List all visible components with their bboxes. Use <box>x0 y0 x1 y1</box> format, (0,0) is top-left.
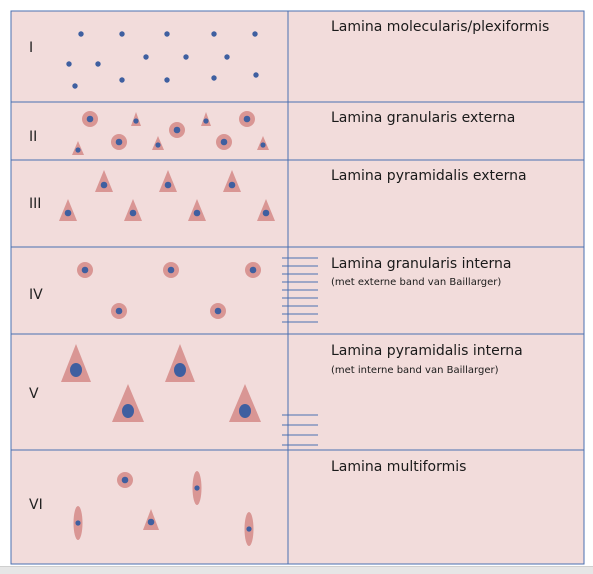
molecular-cell <box>183 54 189 60</box>
layer-1-cells <box>66 31 259 89</box>
layer-names: Lamina molecularis/plexiformis Lamina gr… <box>331 19 549 475</box>
granule-cell <box>82 111 98 127</box>
large-pyramidal-cell <box>112 384 144 422</box>
pyramidal-cell <box>188 199 206 221</box>
molecular-cell <box>211 31 217 37</box>
layer-6-numeral: VI <box>29 497 43 513</box>
granule-cell <box>239 111 255 127</box>
layer-4-note: (met externe band van Baillarger) <box>331 277 501 288</box>
molecular-cell <box>95 61 101 67</box>
internal-band-of-baillarger <box>282 414 318 446</box>
layer-dividers <box>11 101 584 451</box>
granule-cell <box>169 122 185 138</box>
molecular-cell <box>66 61 72 67</box>
granule-cell <box>216 134 232 150</box>
molecular-cell <box>253 72 259 78</box>
layer-4-numeral: IV <box>29 287 43 303</box>
granule-cell <box>163 262 179 278</box>
layer-1-numeral: I <box>29 40 33 56</box>
fusiform-cell <box>73 506 83 540</box>
external-band-of-baillarger <box>282 257 318 323</box>
pyramidal-cell <box>143 509 159 530</box>
layer-numerals: I II III IV V VI <box>29 40 43 513</box>
pyramidal-cell <box>124 199 142 221</box>
diagram-background <box>10 10 585 565</box>
layer-6-name: Lamina multiformis <box>331 459 466 475</box>
molecular-cell <box>119 31 125 37</box>
layer-5-cells <box>61 344 261 422</box>
layer-5-note: (met interne band van Baillarger) <box>331 365 499 376</box>
layer-3-cells <box>59 170 275 221</box>
granule-cell <box>117 472 133 488</box>
layer-3-numeral: III <box>29 196 41 212</box>
pyramidal-cell <box>257 136 269 150</box>
layer-4-name: Lamina granularis interna <box>331 256 511 272</box>
layer-1-name: Lamina molecularis/plexiformis <box>331 19 549 35</box>
granule-cell <box>111 303 127 319</box>
molecular-cell <box>164 77 170 83</box>
pyramidal-cell <box>131 112 141 126</box>
layer-5-name: Lamina pyramidalis interna <box>331 343 523 359</box>
pyramidal-cell <box>59 199 77 221</box>
pyramidal-cell <box>95 170 113 192</box>
granule-cell <box>245 262 261 278</box>
pyramidal-cell <box>152 136 164 150</box>
molecular-cell <box>164 31 170 37</box>
bottom-scroll-strip <box>0 566 593 574</box>
layer-3-name: Lamina pyramidalis externa <box>331 168 527 184</box>
pyramidal-cell <box>223 170 241 192</box>
molecular-cell <box>143 54 149 60</box>
pyramidal-cell <box>201 112 211 126</box>
granule-cell <box>111 134 127 150</box>
pyramidal-cell <box>159 170 177 192</box>
layer-2-cells <box>72 111 269 155</box>
pyramidal-cell <box>257 199 275 221</box>
molecular-cell <box>78 31 84 37</box>
fusiform-cell <box>192 471 202 505</box>
pyramidal-cell <box>72 141 84 155</box>
granule-cell <box>210 303 226 319</box>
molecular-cell <box>119 77 125 83</box>
large-pyramidal-cell <box>61 344 91 382</box>
molecular-cell <box>211 75 217 81</box>
large-pyramidal-cell <box>229 384 261 422</box>
layer-2-name: Lamina granularis externa <box>331 110 515 126</box>
granule-cell <box>77 262 93 278</box>
layer-6-cells <box>73 471 254 546</box>
layer-5-numeral: V <box>29 386 39 402</box>
molecular-cell <box>252 31 258 37</box>
molecular-cell <box>72 83 78 89</box>
layer-2-numeral: II <box>29 129 37 145</box>
fusiform-cell <box>244 512 254 546</box>
baillarger-bands <box>282 257 318 446</box>
layer-4-cells <box>77 262 261 319</box>
molecular-cell <box>224 54 230 60</box>
large-pyramidal-cell <box>165 344 195 382</box>
